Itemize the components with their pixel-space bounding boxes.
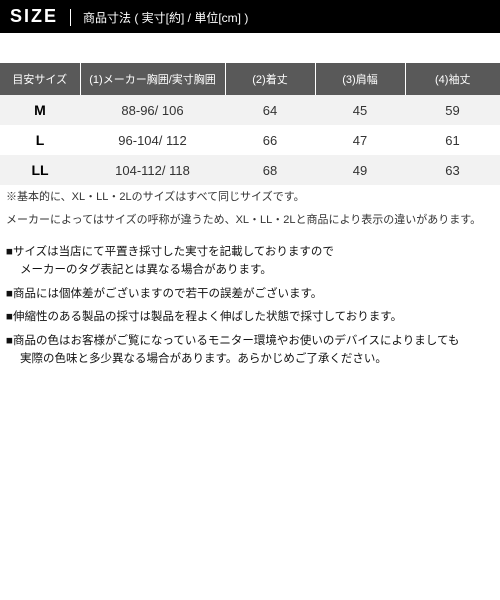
note-item: ■サイズは当店にて平置き採寸した実寸を記載しておりますので メーカーのタグ表記と…: [6, 244, 494, 280]
col-header-size: 目安サイズ: [0, 63, 80, 95]
header-bar: SIZE 商品寸法 ( 実寸[約] / 単位[cm] ): [0, 0, 500, 33]
cell-length: 64: [225, 95, 315, 125]
note-item: ■商品には個体差がございますので若干の誤差がございます。: [6, 286, 494, 304]
col-header-length: (2)着丈: [225, 63, 315, 95]
note-item: ■伸縮性のある製品の採寸は製品を程よく伸ばした状態で採寸しております。: [6, 309, 494, 327]
table-row: LL 104-112/ 118 68 49 63: [0, 155, 500, 185]
table-footnote-1: ※基本的に、XL・LL・2Lのサイズはすべて同じサイズです。: [0, 185, 500, 208]
cell-sleeve: 61: [405, 125, 500, 155]
cell-size: LL: [0, 155, 80, 185]
note-line-indent: 実際の色味と多少異なる場合があります。あらかじめご了承ください。: [6, 351, 494, 369]
header-subtitle: 商品寸法 ( 実寸[約] / 単位[cm] ): [70, 9, 248, 26]
size-chart-container: SIZE 商品寸法 ( 実寸[約] / 単位[cm] ) 目安サイズ (1)メー…: [0, 0, 500, 369]
cell-shoulder: 45: [315, 95, 405, 125]
cell-size: M: [0, 95, 80, 125]
size-table: 目安サイズ (1)メーカー胸囲/実寸胸囲 (2)着丈 (3)肩幅 (4)袖丈 M…: [0, 63, 500, 185]
table-footnote-2: メーカーによってはサイズの呼称が違うため、XL・LL・2Lと商品により表示の違い…: [0, 208, 500, 231]
header-title: SIZE: [10, 6, 58, 27]
spacer: [0, 33, 500, 63]
cell-sleeve: 59: [405, 95, 500, 125]
table-row: M 88-96/ 106 64 45 59: [0, 95, 500, 125]
col-header-chest: (1)メーカー胸囲/実寸胸囲: [80, 63, 225, 95]
cell-chest: 96-104/ 112: [80, 125, 225, 155]
cell-length: 66: [225, 125, 315, 155]
note-line: ■商品には個体差がございますので若干の誤差がございます。: [6, 286, 494, 304]
cell-chest: 104-112/ 118: [80, 155, 225, 185]
note-line-indent: メーカーのタグ表記とは異なる場合があります。: [6, 262, 494, 280]
col-header-shoulder: (3)肩幅: [315, 63, 405, 95]
note-item: ■商品の色はお客様がご覧になっているモニター環境やお使いのデバイスによりましても…: [6, 333, 494, 369]
note-line: ■商品の色はお客様がご覧になっているモニター環境やお使いのデバイスによりましても: [6, 333, 494, 351]
cell-sleeve: 63: [405, 155, 500, 185]
note-line: ■サイズは当店にて平置き採寸した実寸を記載しておりますので: [6, 244, 494, 262]
col-header-sleeve: (4)袖丈: [405, 63, 500, 95]
cell-size: L: [0, 125, 80, 155]
cell-chest: 88-96/ 106: [80, 95, 225, 125]
note-line: ■伸縮性のある製品の採寸は製品を程よく伸ばした状態で採寸しております。: [6, 309, 494, 327]
cell-shoulder: 49: [315, 155, 405, 185]
cell-length: 68: [225, 155, 315, 185]
notes-list: ■サイズは当店にて平置き採寸した実寸を記載しておりますので メーカーのタグ表記と…: [0, 244, 500, 369]
cell-shoulder: 47: [315, 125, 405, 155]
table-header-row: 目安サイズ (1)メーカー胸囲/実寸胸囲 (2)着丈 (3)肩幅 (4)袖丈: [0, 63, 500, 95]
table-row: L 96-104/ 112 66 47 61: [0, 125, 500, 155]
